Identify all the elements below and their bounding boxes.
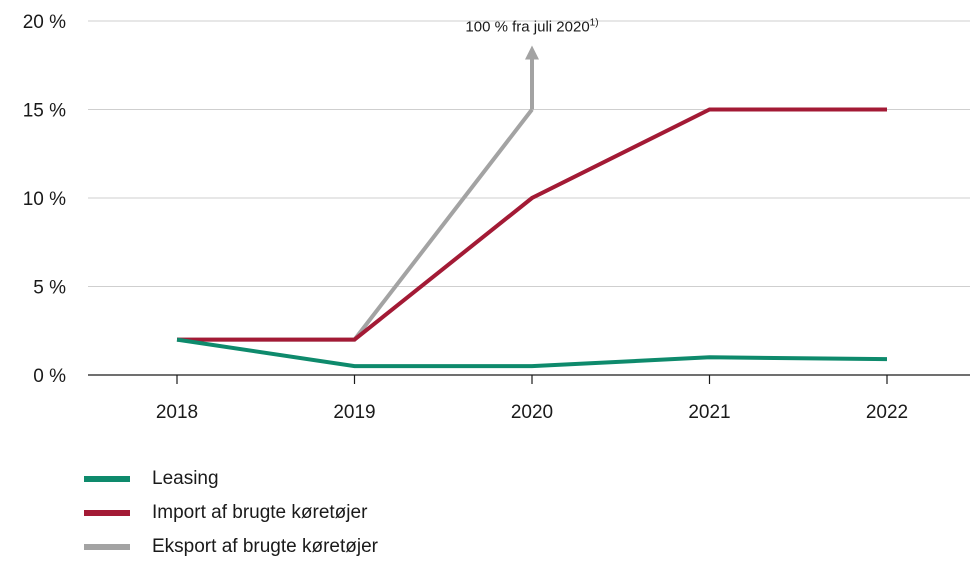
legend-label-leasing: Leasing (152, 468, 219, 489)
legend-item-import: Import af brugte køretøjer (84, 496, 378, 530)
annotation-text: 100 % fra juli 20201) (465, 18, 598, 36)
x-tick-label: 2022 (866, 402, 908, 423)
series-line-leasing (176, 337, 888, 369)
y-tick-label: 0 % (33, 366, 66, 387)
y-tick-label: 20 % (23, 12, 66, 33)
legend-swatch-import (84, 510, 130, 516)
x-tick-label: 2018 (156, 402, 198, 423)
series-line-import (177, 107, 887, 342)
annotation: 100 % fra juli 20201) (465, 18, 599, 110)
legend-label-import: Import af brugte køretøjer (152, 502, 368, 523)
y-tick-label: 10 % (23, 189, 66, 210)
x-tick-label: 2021 (688, 402, 730, 423)
legend-item-leasing: Leasing (84, 462, 378, 496)
series-line-eksport (177, 108, 534, 342)
x-axis: 2018 2019 2020 2021 2022 (156, 375, 908, 423)
y-axis-ticks: 0 % 5 % 10 % 15 % 20 % (23, 12, 66, 387)
annotation-arrow-head (525, 45, 539, 60)
series-lines (176, 107, 888, 369)
legend-swatch-leasing (84, 476, 130, 482)
x-tick-label: 2020 (511, 402, 553, 423)
legend-label-eksport: Eksport af brugte køretøjer (152, 536, 378, 557)
x-tick-label: 2019 (333, 402, 375, 423)
legend-item-eksport: Eksport af brugte køretøjer (84, 530, 378, 564)
line-chart: 0 %5 %10 %15 %20 % 2018 2019 2020 2021 2022 … (23, 12, 970, 423)
y-tick-label: 5 % (33, 278, 66, 299)
legend: Leasing Import af brugte køretøjer Ekspo… (84, 462, 378, 564)
y-tick-label: 15 % (23, 101, 66, 122)
legend-swatch-eksport (84, 544, 130, 550)
annotation-footnote: 1) (590, 18, 599, 29)
annotation-label: 100 % fra juli 2020 (465, 19, 589, 36)
